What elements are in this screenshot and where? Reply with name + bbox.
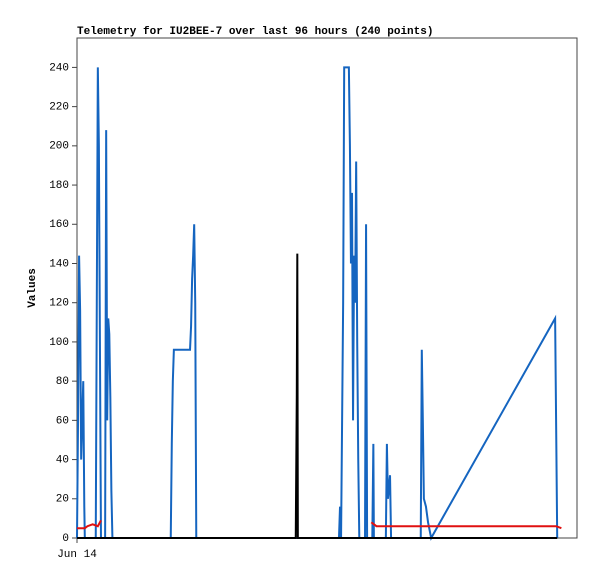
- y-tick-label: 40: [56, 454, 69, 466]
- y-tick-label: 160: [49, 219, 69, 231]
- y-tick-label: 80: [56, 376, 69, 388]
- plot-frame: [76, 37, 578, 539]
- y-tick-label: 140: [49, 258, 69, 270]
- x-tick-label: Jun 14: [57, 549, 97, 561]
- y-tick-label: 60: [56, 415, 69, 427]
- chart-title: Telemetry for IU2BEE-7 over last 96 hour…: [77, 26, 433, 38]
- y-tick-label: 220: [49, 102, 69, 114]
- y-axis-label: Values: [27, 268, 39, 308]
- series-line: [76, 66, 559, 541]
- series-line: [77, 253, 558, 539]
- y-tick-label: 100: [49, 337, 69, 349]
- y-tick-label: 20: [56, 494, 69, 506]
- y-tick-label: 0: [62, 533, 69, 545]
- y-tick-label: 180: [49, 180, 69, 192]
- series-line: [77, 519, 102, 530]
- y-tick-label: 240: [49, 62, 69, 74]
- series-line: [370, 521, 562, 530]
- y-tick-label: 120: [49, 298, 69, 310]
- y-tick-label: 200: [49, 141, 69, 153]
